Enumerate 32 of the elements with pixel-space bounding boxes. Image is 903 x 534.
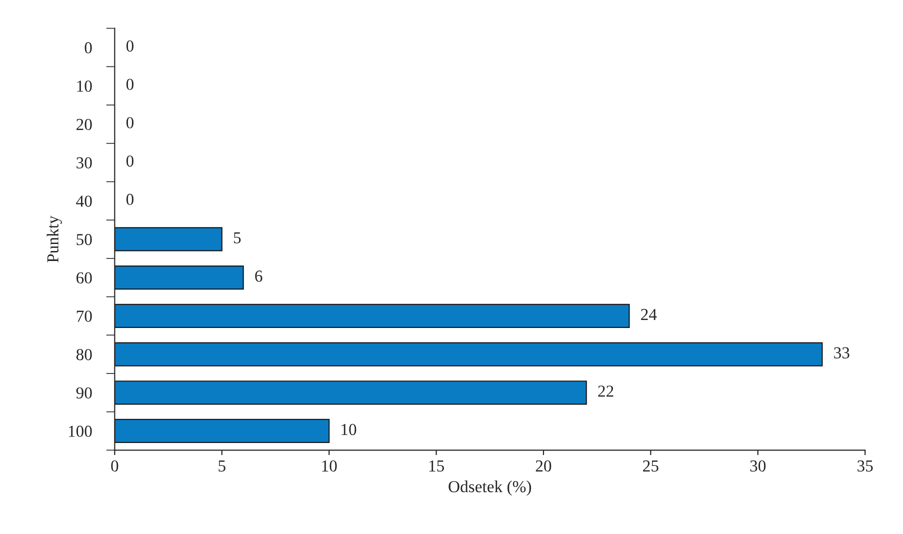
data-label: 22: [598, 386, 614, 397]
y-tick-label: 30: [76, 157, 92, 168]
data-label: 33: [834, 347, 850, 358]
data-label: 0: [126, 155, 134, 167]
y-tick-label: 40: [76, 196, 92, 207]
y-tick-label: 50: [76, 234, 92, 246]
y-axis-title: Punkty: [46, 216, 62, 262]
data-label: 0: [126, 78, 134, 90]
x-tick-label: 10: [322, 460, 337, 472]
x-tick-label: 15: [429, 460, 444, 472]
data-label: 0: [126, 40, 134, 52]
data-label: 6: [255, 270, 262, 282]
y-tick-label: 70: [76, 310, 92, 322]
data-label: 0: [126, 194, 134, 206]
x-tick-label: 25: [643, 460, 658, 472]
data-label: 5: [234, 232, 241, 244]
y-tick-label: 20: [76, 118, 92, 130]
y-tick-label: 0: [84, 42, 92, 54]
y-tick-label: 80: [76, 348, 92, 360]
x-tick-label: 30: [750, 460, 766, 472]
x-tick-label: 5: [218, 460, 226, 472]
x-tick-label: 35: [858, 460, 873, 472]
y-tick-label: 100: [68, 426, 92, 437]
y-tick-label: 90: [76, 387, 92, 399]
data-label: 0: [126, 117, 134, 128]
data-label: 10: [342, 424, 356, 436]
y-tick-label: 10: [77, 80, 92, 92]
data-label: 24: [641, 308, 657, 320]
x-tick-label: 0: [111, 460, 118, 472]
y-tick-label: 60: [76, 272, 92, 284]
x-axis-title: Odsetek (%): [448, 480, 532, 496]
x-tick-label: 20: [536, 460, 552, 472]
